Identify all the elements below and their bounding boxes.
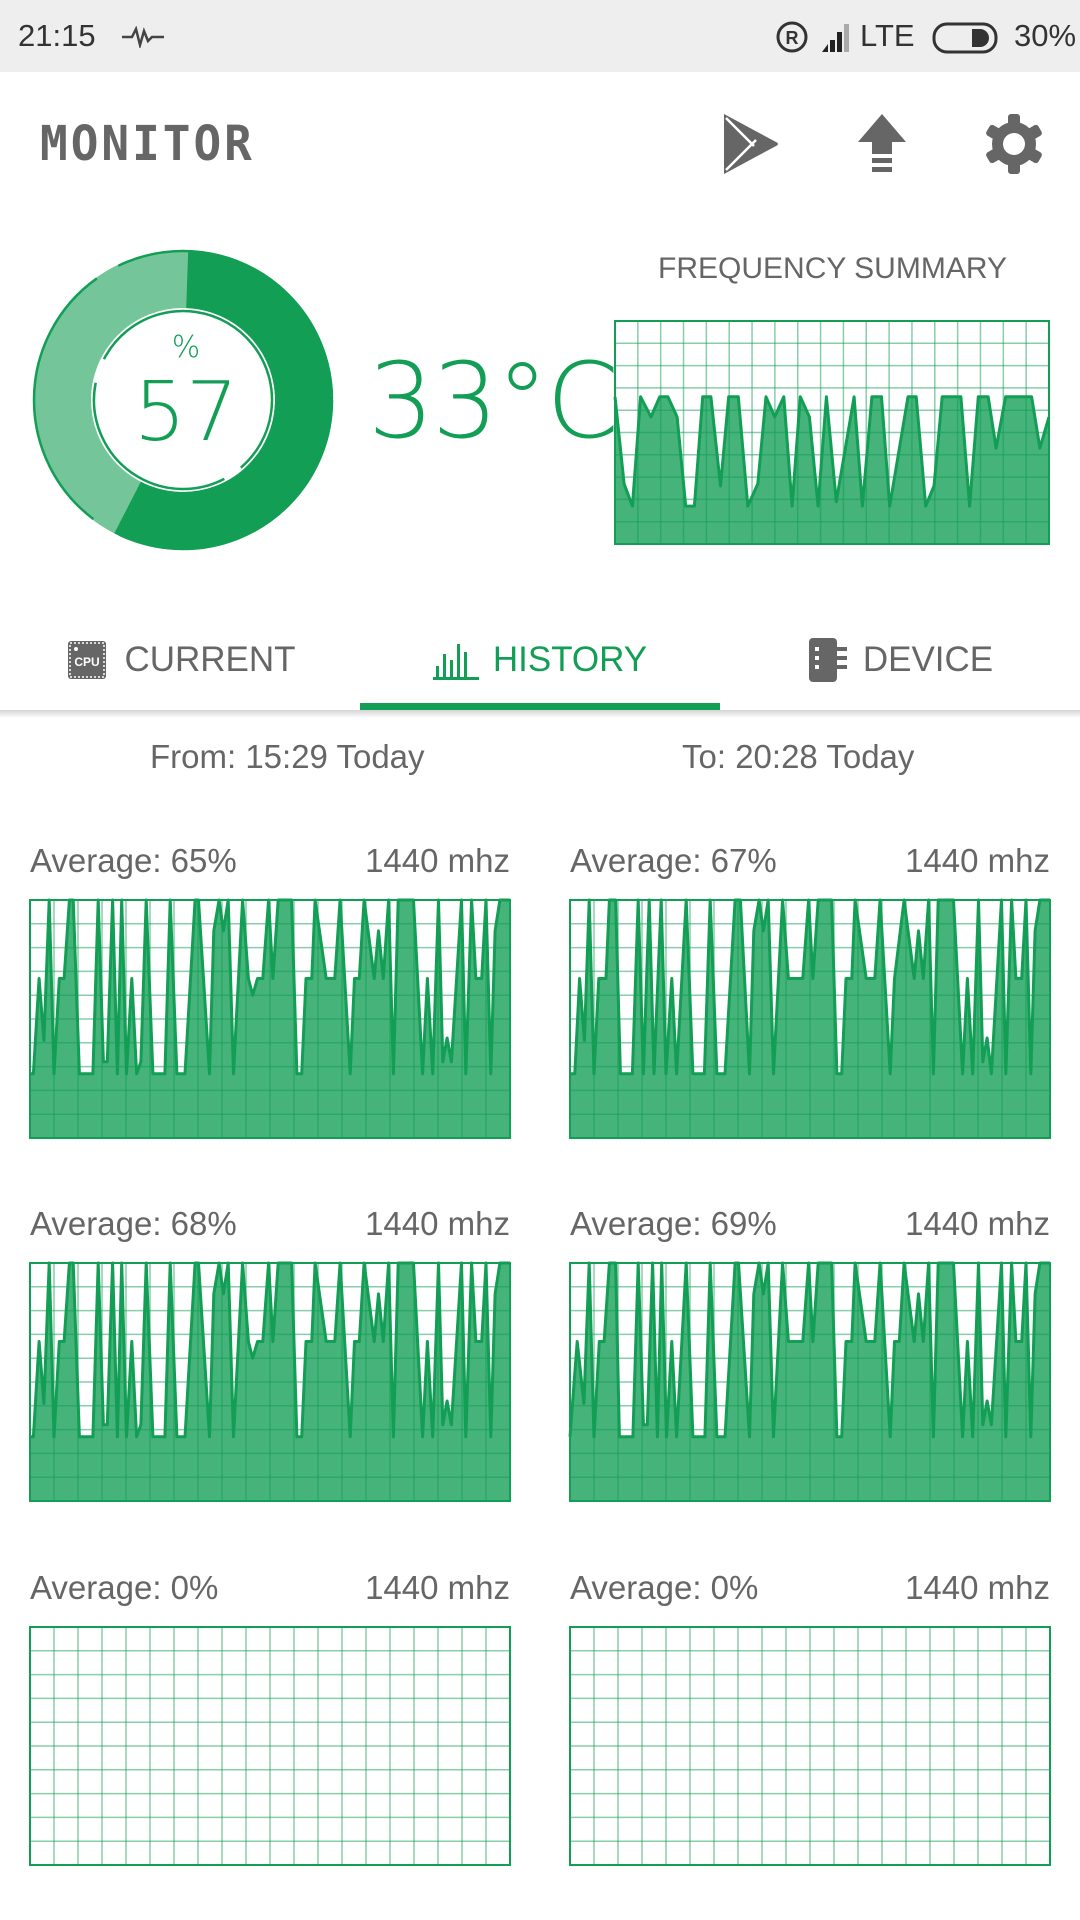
signal-icon [822, 24, 849, 52]
core-frequency: 1440 mhz [365, 1569, 510, 1606]
active-tab-indicator [360, 703, 720, 710]
chart-border [569, 1262, 1051, 1502]
frequency-summary-chart [613, 320, 1051, 545]
core-average: Average: 68% [30, 1205, 237, 1242]
frequency-summary-title: FREQUENCY SUMMARY [658, 252, 1007, 285]
core-history-chart [569, 1626, 1051, 1866]
core-frequency: 1440 mhz [905, 1569, 1050, 1606]
battery-icon [932, 22, 998, 54]
battery-level: 30% [1014, 18, 1077, 53]
cpu-usage-gauge: % 57 [32, 249, 334, 551]
tab-bar-shadow [0, 710, 1080, 718]
tab-history[interactable]: HISTORY [360, 620, 720, 700]
upload-icon[interactable] [850, 112, 914, 176]
registered-icon: R [776, 21, 808, 53]
tab-device-label: DEVICE [862, 640, 994, 679]
chart-border [29, 899, 511, 1139]
tab-current[interactable]: CPU CURRENT [0, 620, 360, 700]
core-frequency: 1440 mhz [365, 842, 510, 879]
core-history-chart [29, 1626, 511, 1866]
svg-text:CPU: CPU [75, 655, 100, 669]
core-history-chart [29, 898, 511, 1139]
tab-history-label: HISTORY [492, 640, 648, 679]
gauge-inner-ring [92, 309, 274, 491]
chart-border [569, 899, 1051, 1139]
range-from[interactable]: From: 15:29 Today [150, 738, 425, 775]
play-store-icon[interactable] [720, 112, 784, 176]
core-average: Average: 0% [30, 1569, 219, 1606]
device-list-icon [808, 638, 847, 682]
core-history-chart [29, 1261, 511, 1502]
core-frequency: 1440 mhz [905, 842, 1050, 879]
chart-border [29, 1626, 511, 1866]
chart-border [614, 320, 1050, 545]
gauge-value: 57 [134, 365, 238, 460]
status-bar: 21:15 R LTE 30% [0, 0, 1080, 72]
chart-line [613, 395, 1051, 508]
chart-border [569, 1626, 1051, 1866]
tab-current-label: CURRENT [124, 640, 296, 679]
bar-chart-icon [432, 644, 479, 680]
gear-icon[interactable] [982, 112, 1046, 176]
chart-line [30, 1261, 510, 1439]
core-history-chart [568, 1261, 1051, 1502]
gauge-outer-ring [32, 249, 334, 551]
chart-border [29, 1262, 511, 1502]
core-average: Average: 67% [570, 842, 777, 879]
tab-device[interactable]: DEVICE [720, 620, 1080, 700]
gauge-unit: % [172, 330, 201, 365]
chart-line [30, 898, 510, 1076]
svg-text:R: R [786, 28, 799, 48]
core-frequency: 1440 mhz [905, 1205, 1050, 1242]
core-average: Average: 65% [30, 842, 237, 879]
core-average: Average: 69% [570, 1205, 777, 1242]
app-title: MONITOR [40, 114, 255, 172]
network-type: LTE [860, 18, 915, 53]
gauge-usage-arc [32, 249, 333, 550]
cpu-icon: CPU [68, 641, 107, 679]
range-to[interactable]: To: 20:28 Today [682, 738, 915, 775]
core-frequency: 1440 mhz [365, 1205, 510, 1242]
pulse-icon [122, 26, 164, 48]
temperature-readout: 33°C [368, 340, 619, 462]
status-time: 21:15 [18, 18, 96, 53]
core-average: Average: 0% [570, 1569, 759, 1606]
core-history-chart [569, 898, 1051, 1139]
